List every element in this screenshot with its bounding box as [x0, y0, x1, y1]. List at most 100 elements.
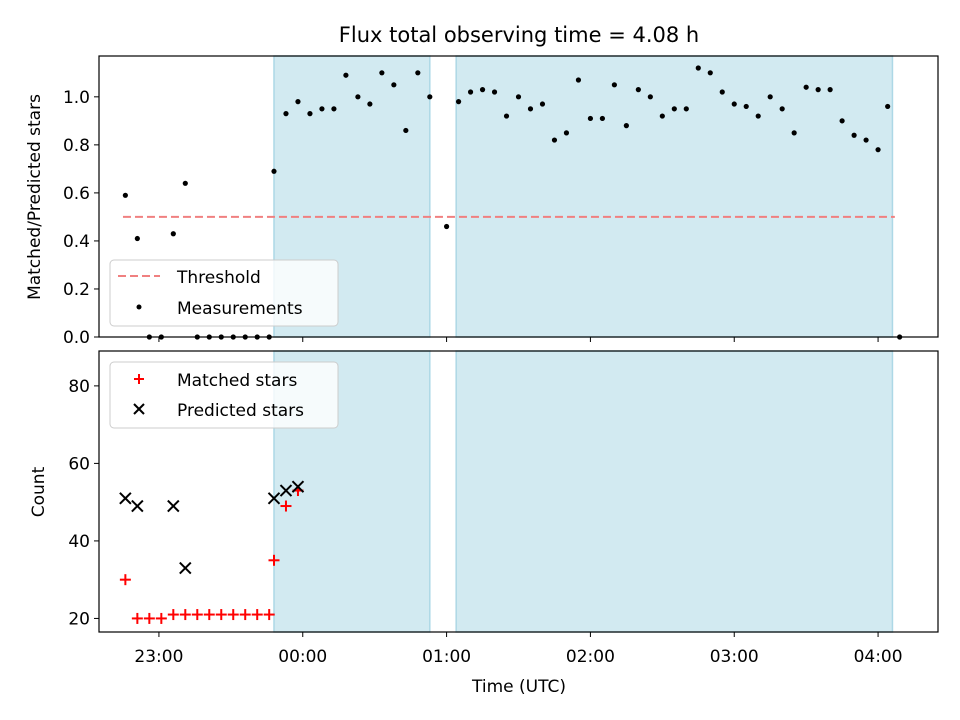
- legend-matched-swatch: [134, 374, 144, 384]
- measurement-point: [671, 106, 677, 112]
- measurement-point: [379, 70, 385, 76]
- matched-point: [227, 609, 239, 621]
- x-tick-label: 03:00: [710, 647, 759, 667]
- measurement-point: [307, 111, 313, 117]
- measurement-point: [295, 99, 301, 105]
- matched-point: [167, 609, 179, 621]
- x-tick-label: 04:00: [854, 647, 903, 667]
- measurement-point: [779, 106, 785, 112]
- y-tick-label: 80: [68, 377, 90, 397]
- legend-box: [109, 259, 339, 327]
- x-tick-label: 01:00: [422, 647, 471, 667]
- measurement-point: [719, 89, 725, 95]
- matched-point: [251, 609, 263, 621]
- legend-predicted-label: Predicted stars: [177, 401, 304, 421]
- measurement-point: [755, 113, 761, 119]
- count-panel-xlabel: Time (UTC): [471, 677, 566, 697]
- predicted-point: [179, 561, 192, 575]
- measurement-point: [391, 82, 397, 88]
- measurement-point: [851, 132, 857, 138]
- y-tick-label: 0.6: [63, 184, 90, 204]
- measurement-point: [827, 87, 833, 93]
- measurement-point: [491, 89, 498, 95]
- x-tick-label: 00:00: [278, 647, 327, 667]
- ratio-panel: 0.0 0.2 0.4 0.6 0.8 1.0: [63, 55, 939, 348]
- measurement-point: [455, 99, 462, 105]
- x-tick-label: 02:00: [566, 647, 615, 667]
- measurement-point: [319, 106, 325, 112]
- measurement-point: [403, 127, 409, 134]
- y-tick-label: 1.0: [63, 88, 90, 108]
- measurement-point: [367, 101, 373, 107]
- axes-frame: [98, 350, 939, 633]
- count-legend: Matched stars Predicted stars: [109, 361, 339, 429]
- ratio-legend: Threshold Measurements: [109, 259, 339, 327]
- measurement-point: [170, 231, 176, 237]
- matched-point: [280, 500, 292, 512]
- measurement-point: [331, 106, 337, 112]
- legend-predicted-swatch: [133, 403, 145, 415]
- y-tick-label: 20: [68, 609, 90, 629]
- measurement-point: [611, 82, 617, 88]
- measurement-point: [647, 94, 653, 100]
- chart-title: Flux total observing time = 4.08 h: [339, 23, 699, 47]
- measurement-point: [707, 70, 713, 76]
- y-tick-label: 0.0: [63, 328, 90, 348]
- legend-measurement-label: Measurements: [177, 299, 303, 319]
- measurement-point: [815, 87, 821, 93]
- measurement-point: [575, 77, 582, 83]
- observing-interval: [455, 350, 894, 633]
- matched-point: [263, 609, 275, 621]
- legend-threshold-label: Threshold: [176, 268, 261, 288]
- matched-point: [203, 609, 215, 621]
- matched-point: [191, 609, 203, 621]
- y-tick-label: 40: [68, 532, 90, 552]
- measurement-point: [427, 94, 433, 100]
- matched-point: [143, 612, 155, 624]
- matched-point: [155, 612, 167, 624]
- measurement-point: [885, 103, 891, 110]
- y-tick-label: 60: [68, 454, 90, 474]
- measurement-point: [503, 113, 510, 119]
- measurement-point: [271, 168, 277, 174]
- legend-measurement-swatch: [136, 304, 142, 310]
- matched-point: [179, 609, 191, 621]
- measurement-point: [731, 101, 737, 107]
- measurement-point: [623, 123, 629, 129]
- x-tick-label: 23:00: [134, 647, 183, 667]
- count-panel-ylabel: Count: [29, 466, 49, 517]
- measurement-point: [122, 192, 128, 198]
- legend-matched-label: Matched stars: [177, 371, 297, 391]
- measurement-point: [467, 89, 474, 95]
- axes-frame: [98, 55, 939, 338]
- measurement-point: [527, 106, 534, 112]
- legend-box: [109, 361, 339, 429]
- measurement-point: [635, 87, 641, 93]
- ratio-panel-ylabel: Matched/Predicted stars: [25, 94, 45, 300]
- measurement-point: [659, 113, 665, 119]
- measurement-point: [355, 94, 361, 100]
- measurement-point: [743, 103, 749, 110]
- measurement-point: [283, 111, 289, 117]
- measurement-point: [134, 235, 140, 242]
- measurement-point: [683, 106, 689, 112]
- y-tick-label: 0.4: [63, 232, 90, 252]
- measurement-point: [443, 223, 450, 230]
- measurement-point: [791, 130, 797, 136]
- measurement-point: [839, 118, 845, 124]
- measurement-point: [863, 137, 869, 143]
- measurement-point: [551, 137, 558, 143]
- matched-point: [131, 612, 143, 624]
- measurement-point: [343, 72, 349, 78]
- measurement-point: [875, 147, 881, 153]
- measurement-point: [767, 94, 773, 100]
- measurement-point: [587, 115, 594, 122]
- measurement-point: [563, 130, 570, 136]
- y-tick-label: 0.8: [63, 136, 90, 156]
- measurement-point: [182, 180, 188, 186]
- observing-interval: [455, 55, 894, 338]
- predicted-point: [131, 499, 144, 513]
- matched-point: [268, 554, 280, 566]
- measurement-point: [479, 87, 486, 93]
